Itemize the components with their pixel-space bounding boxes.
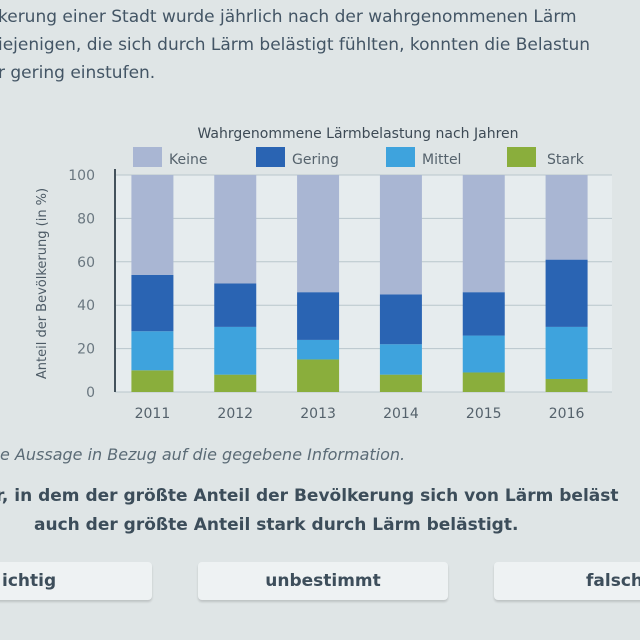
- noise-chart: 0 20 40 60 80 100 Anteil der Bevölkerung (in %…: [0, 118, 640, 438]
- intro-line-2: iejenigen, die sich durch Lärm belästigt…: [0, 35, 591, 55]
- bar-segment: [297, 175, 340, 293]
- bar-segment: [379, 175, 422, 295]
- legend-swatch: [133, 147, 162, 167]
- statement-line-2: auch der größte Anteil stark durch Lärm …: [34, 515, 519, 535]
- bar-segment: [545, 175, 588, 260]
- x-tick-label: 2013: [300, 406, 336, 422]
- instruction-text: e Aussage in Bezug auf die gegebene Info…: [0, 445, 406, 464]
- answer-falsch-label: falsch: [586, 571, 640, 591]
- bar-segment: [545, 326, 588, 379]
- y-tick-label: 20: [77, 342, 95, 358]
- y-axis-label: Anteil der Bevölkerung (in %): [35, 188, 50, 379]
- y-tick-label: 100: [68, 168, 95, 184]
- answer-falsch-button[interactable]: falsch: [494, 562, 640, 600]
- bar-segment: [131, 331, 174, 371]
- x-tick-label: 2014: [383, 406, 419, 422]
- legend-label: Mittel: [422, 152, 461, 168]
- bar-segment: [214, 326, 257, 375]
- legend-swatch: [256, 147, 285, 167]
- bar-segment: [131, 370, 174, 392]
- bar-segment: [214, 283, 257, 327]
- answer-unbestimmt-label: unbestimmt: [265, 571, 381, 591]
- x-tick-label: 2012: [217, 406, 253, 422]
- plot-background: [115, 175, 612, 392]
- x-tick-label: 2015: [466, 406, 502, 422]
- bar-segment: [131, 274, 174, 332]
- legend-label: Stark: [547, 152, 585, 168]
- y-tick-label: 60: [77, 255, 95, 271]
- bar-segment: [379, 344, 422, 375]
- y-tick-label: 80: [77, 211, 95, 227]
- bar-segment: [214, 175, 257, 284]
- bar-segment: [297, 359, 340, 392]
- bar-segment: [462, 175, 505, 293]
- bar-segment: [462, 292, 505, 336]
- chart-title: Wahrgenommene Lärmbelastung nach Jahren: [197, 126, 518, 142]
- y-tick-label: 0: [86, 385, 95, 401]
- chart-svg: 0 20 40 60 80 100 Anteil der Bevölkerung (in %…: [35, 126, 612, 422]
- bar-segment: [379, 374, 422, 392]
- x-tick-label: 2016: [549, 406, 585, 422]
- bar-segment: [214, 374, 257, 392]
- x-tick-label: 2011: [135, 406, 171, 422]
- bar-segment: [545, 259, 588, 327]
- bar-segment: [462, 335, 505, 373]
- bar-segment: [297, 339, 340, 360]
- legend-label: Gering: [292, 152, 339, 168]
- bar-segment: [545, 378, 588, 392]
- statement-line-1: r, in dem der größte Anteil der Bevölker…: [0, 486, 619, 506]
- y-tick-label: 40: [77, 298, 95, 314]
- answer-richtig-label: ichtig: [2, 571, 57, 591]
- intro-line-1: kerung einer Stadt wurde jährlich nach d…: [0, 7, 577, 27]
- bar-segment: [131, 175, 174, 275]
- bar-segment: [379, 294, 422, 345]
- intro-line-3: r gering einstufen.: [0, 63, 156, 83]
- legend-swatch: [507, 147, 536, 167]
- bar-segment: [297, 292, 340, 340]
- legend-label: Keine: [169, 152, 207, 168]
- answer-richtig-button[interactable]: ichtig: [0, 562, 152, 600]
- answer-unbestimmt-button[interactable]: unbestimmt: [198, 562, 448, 600]
- bar-segment: [462, 372, 505, 392]
- legend-swatch: [386, 147, 415, 167]
